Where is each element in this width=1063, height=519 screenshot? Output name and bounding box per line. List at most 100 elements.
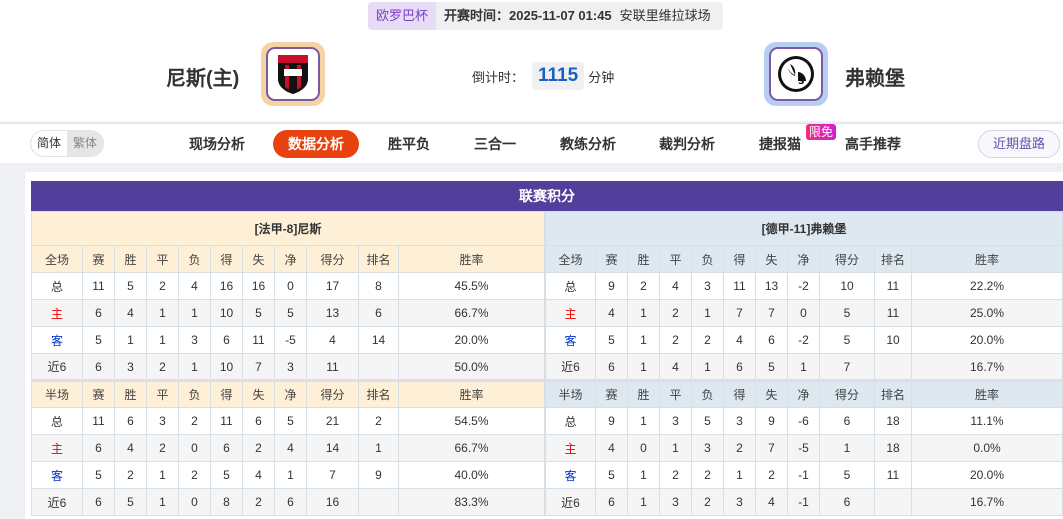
away-team-name[interactable]: 弗赖堡 xyxy=(845,68,905,90)
table-cell: 4 xyxy=(755,488,788,516)
home-team-logo[interactable] xyxy=(261,42,325,106)
table-cell: 11 xyxy=(874,272,912,300)
table-cell: 1 xyxy=(659,434,692,462)
home-standings-table: [法甲-8]尼斯 全场赛胜平负得失净得分 排名 胜率总 11 5 2 4 16 16 0 17 8 45.… xyxy=(31,211,545,516)
table-cell: 7 xyxy=(306,461,359,489)
table-cell: 1 xyxy=(146,326,179,354)
table-cell: 1 xyxy=(723,461,756,489)
table-cell: 6 xyxy=(114,407,147,435)
league-tag[interactable]: 欧罗巴杯 xyxy=(368,2,437,30)
match-header: 欧罗巴杯 开赛时间：2025-11-07 01:45 安联里维拉球场 尼斯(主)… xyxy=(0,0,1063,121)
table-cell: 1 xyxy=(178,299,211,327)
tab-coach-analysis[interactable]: 教练分析 xyxy=(560,136,616,152)
table-row: 总 9 1 3 5 3 9 -6 6 18 11.1% xyxy=(545,407,1063,435)
table-cell: 3 xyxy=(178,326,211,354)
table-cell: 2 xyxy=(146,272,179,300)
table-cell: 5 xyxy=(819,461,875,489)
table-cell: 1 xyxy=(274,461,307,489)
table-cell: 8 xyxy=(210,488,243,516)
section-label: 半场 xyxy=(31,379,83,408)
table-cell: 66.7% xyxy=(398,434,545,462)
table-cell: 5 xyxy=(691,407,724,435)
table-cell: 13 xyxy=(306,299,359,327)
table-cell: 1 xyxy=(819,434,875,462)
table-cell: 5 xyxy=(755,353,788,381)
tab-jiebaomao[interactable]: 捷报猫 xyxy=(759,136,801,152)
tab-expert-picks[interactable]: 高手推荐 xyxy=(845,136,901,152)
column-header: 得分 xyxy=(819,379,875,408)
countdown: 倒计时： 1115 分钟 xyxy=(472,62,614,90)
table-row: 客 5 1 2 2 4 6 -2 5 10 20.0% xyxy=(545,326,1063,354)
kickoff-time: 开赛时间：2025-11-07 01:45 xyxy=(444,8,612,23)
row-label: 客 xyxy=(31,461,83,489)
table-cell: 2 xyxy=(659,461,692,489)
table-cell: 11 xyxy=(82,407,115,435)
full-column-header: 全场赛胜平负得失净得分 排名 胜率 xyxy=(31,245,545,273)
row-label: 客 xyxy=(545,326,596,354)
table-cell: 4 xyxy=(178,272,211,300)
table-cell: 40.0% xyxy=(398,461,545,489)
table-cell: 16 xyxy=(210,272,243,300)
table-cell: 1 xyxy=(146,488,179,516)
table-cell: 0 xyxy=(787,299,820,327)
table-cell: 8 xyxy=(358,272,399,300)
table-cell: 6 xyxy=(819,407,875,435)
table-cell: 2 xyxy=(178,461,211,489)
freiburg-crest-icon: S xyxy=(778,56,814,92)
table-cell: 7 xyxy=(242,353,275,381)
table-cell: -5 xyxy=(787,434,820,462)
table-cell: 1 xyxy=(627,299,660,327)
table-cell: 16 xyxy=(306,488,359,516)
table-row: 总 11 6 3 2 11 6 5 21 2 54.5% xyxy=(31,407,545,435)
column-header: 净 xyxy=(274,379,307,408)
language-toggle[interactable]: 简体 繁体 xyxy=(30,130,105,157)
team-label: [德甲-11]弗赖堡 xyxy=(545,211,1063,246)
column-header: 排名 xyxy=(358,245,399,273)
table-cell: 1 xyxy=(358,434,399,462)
table-cell xyxy=(874,488,912,516)
table-cell: 1 xyxy=(114,326,147,354)
table-cell: 7 xyxy=(819,353,875,381)
column-header: 排名 xyxy=(874,379,912,408)
column-header: 负 xyxy=(691,245,724,273)
countdown-value: 1115 xyxy=(532,62,585,90)
table-cell: 7 xyxy=(755,434,788,462)
recent-odds-button[interactable]: 近期盘路 xyxy=(978,130,1060,158)
table-cell: 18 xyxy=(874,407,912,435)
free-badge: 限免 xyxy=(806,124,837,140)
table-cell: 1 xyxy=(627,488,660,516)
table-cell: 45.5% xyxy=(398,272,545,300)
table-cell: 5 xyxy=(274,299,307,327)
table-row: 近6 6 5 1 0 8 2 6 16 83.3% xyxy=(31,488,545,516)
lang-traditional[interactable]: 繁体 xyxy=(73,136,98,150)
table-cell: 6 xyxy=(82,488,115,516)
table-cell: 1 xyxy=(627,407,660,435)
table-cell: 6 xyxy=(82,299,115,327)
table-row: 主 4 0 1 3 2 7 -5 1 18 0.0% xyxy=(545,434,1063,462)
home-team-name[interactable]: 尼斯(主) xyxy=(166,68,240,90)
lang-simplified[interactable]: 简体 xyxy=(31,131,68,156)
tab-data-analysis[interactable]: 数据分析 xyxy=(273,130,359,158)
table-row: 主 4 1 2 1 7 7 0 5 11 25.0% xyxy=(545,299,1063,327)
tab-referee-analysis[interactable]: 裁判分析 xyxy=(659,136,715,152)
table-cell: 20.0% xyxy=(911,461,1063,489)
tab-three-in-one[interactable]: 三合一 xyxy=(474,136,516,152)
away-team-logo[interactable]: S xyxy=(764,42,828,106)
table-cell: 4 xyxy=(242,461,275,489)
tab-win-draw-lose[interactable]: 胜平负 xyxy=(388,136,430,152)
table-cell: 2 xyxy=(146,353,179,381)
table-cell: 2 xyxy=(627,272,660,300)
tab-live-analysis[interactable]: 现场分析 xyxy=(189,136,245,152)
row-label: 近6 xyxy=(545,353,596,381)
table-cell: 9 xyxy=(358,461,399,489)
table-cell: 6 xyxy=(82,434,115,462)
venue: 安联里维拉球场 xyxy=(619,8,711,23)
table-cell xyxy=(358,353,399,381)
table-cell: 20.0% xyxy=(911,326,1063,354)
table-cell: 16 xyxy=(242,272,275,300)
table-cell: 5 xyxy=(114,272,147,300)
table-cell: 66.7% xyxy=(398,299,545,327)
section-label: 半场 xyxy=(545,379,596,408)
column-header: 胜 xyxy=(114,245,147,273)
table-cell: 6 xyxy=(819,488,875,516)
